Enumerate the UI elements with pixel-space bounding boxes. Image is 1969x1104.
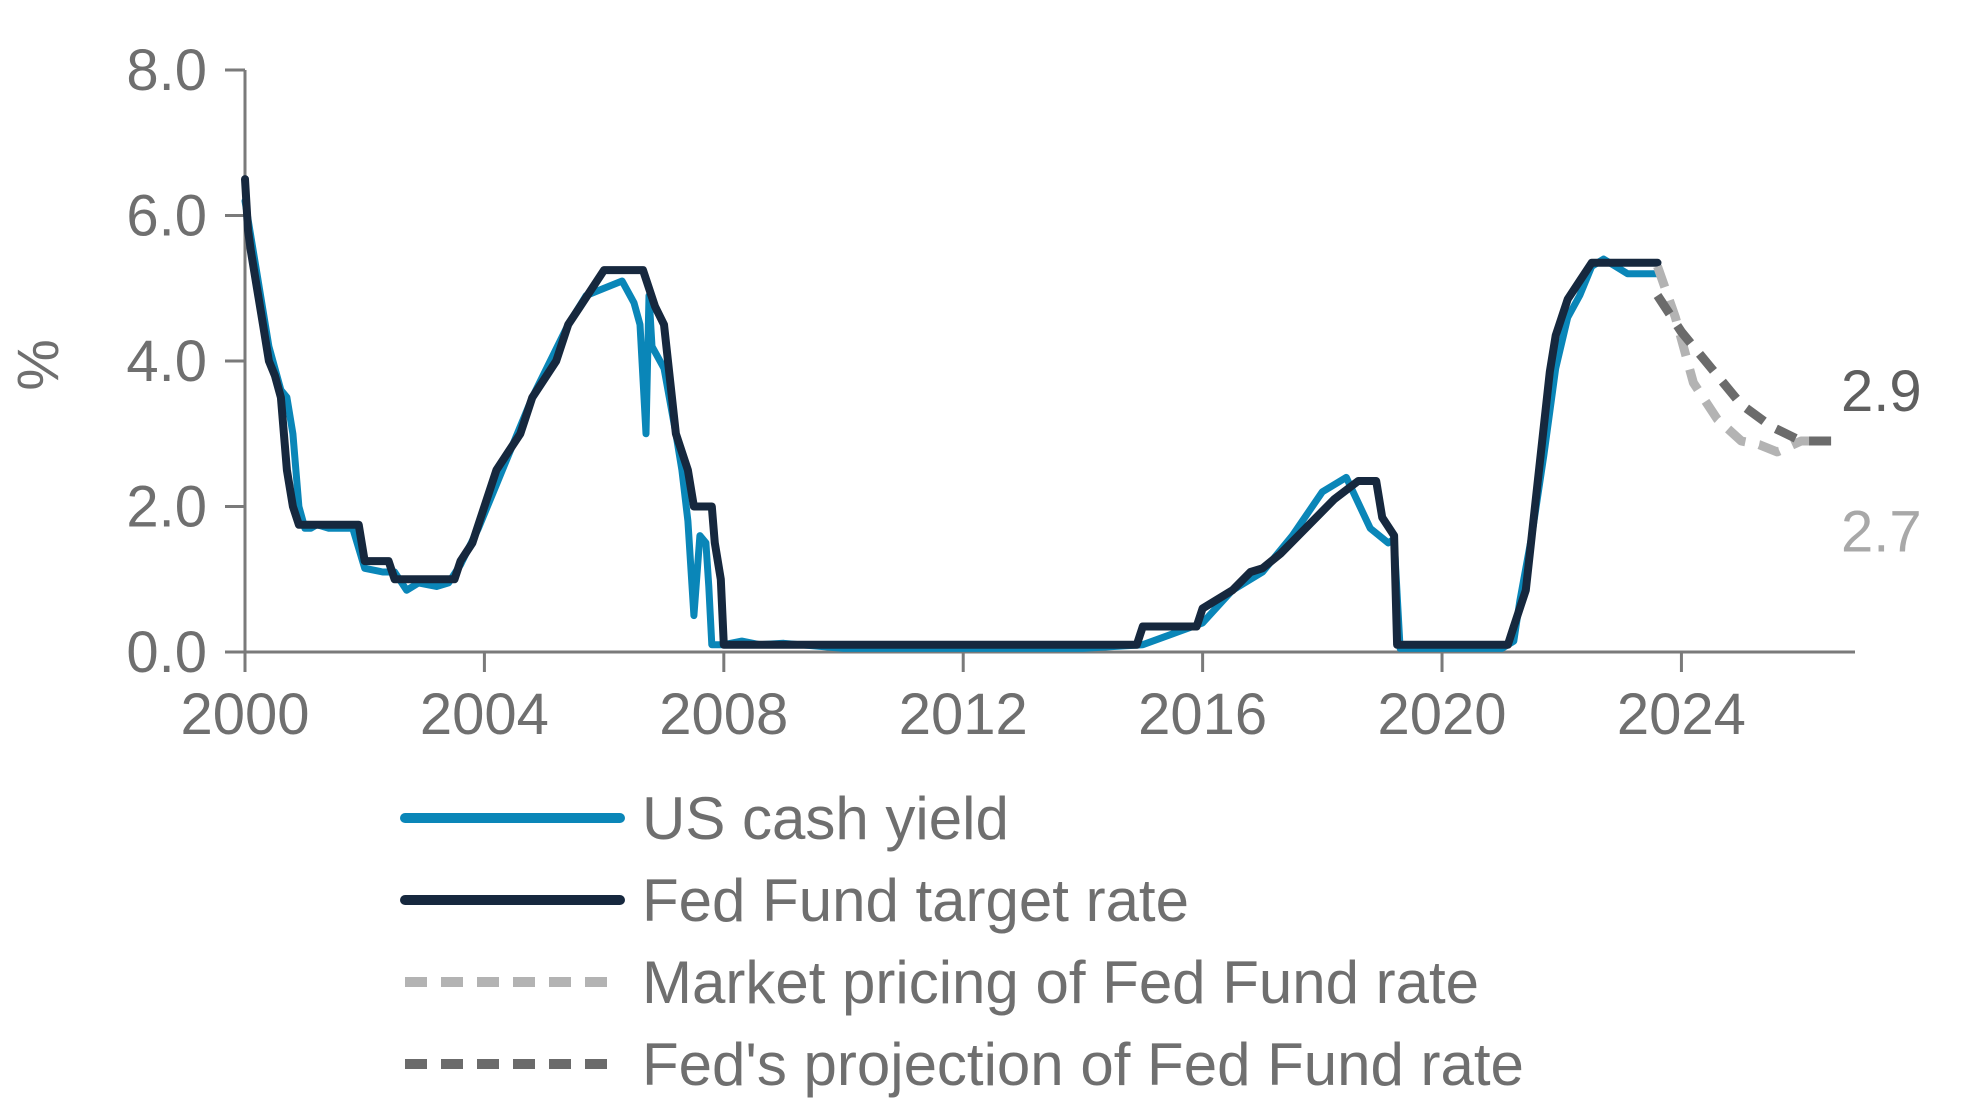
x-tick-label: 2012 <box>899 682 1028 747</box>
series-line-market-pricing-of-fed-fund-rate <box>1653 264 1832 457</box>
x-tick-label: 2020 <box>1378 682 1507 747</box>
series-layer <box>241 175 1832 652</box>
series-line-fed-s-projection-of-fed-fund-rate <box>1653 293 1832 446</box>
end-value-labels: 2.9 2.7 <box>1841 359 1922 565</box>
plot-area: 0.0 2.0 4.0 6.0 8.0 2000 2004 2008 2012 2016 2020… <box>126 38 1921 747</box>
legend-label-us-cash-yield: US cash yield <box>642 785 1009 852</box>
y-tick-label: 0.0 <box>126 620 207 685</box>
legend-label-fed-s-projection-of-fed-fund-rate: Fed's projection of Fed Fund rate <box>642 1031 1524 1098</box>
x-tick-label: 2016 <box>1138 682 1267 747</box>
end-value-label: 2.7 <box>1841 500 1922 565</box>
x-axis-ticks: 2000 2004 2008 2012 2016 2020 2024 <box>180 652 1746 747</box>
x-tick-label: 2004 <box>420 682 549 747</box>
y-axis-title: % <box>6 339 71 391</box>
x-tick-label: 2000 <box>180 682 309 747</box>
y-axis-ticks: 0.0 2.0 4.0 6.0 8.0 <box>126 38 245 685</box>
series-line-fed-fund-target-rate <box>241 175 1662 649</box>
y-tick-label: 2.0 <box>126 475 207 540</box>
end-value-label: 2.9 <box>1841 359 1922 424</box>
y-tick-label: 4.0 <box>126 329 207 394</box>
legend: US cash yield Fed Fund target rate Market … <box>400 785 1524 1098</box>
legend-label-fed-fund-target-rate: Fed Fund target rate <box>642 867 1189 934</box>
x-tick-label: 2024 <box>1617 682 1746 747</box>
y-tick-label: 6.0 <box>126 184 207 249</box>
legend-label-market-pricing-of-fed-fund-rate: Market pricing of Fed Fund rate <box>642 949 1479 1016</box>
x-tick-label: 2008 <box>659 682 788 747</box>
y-tick-label: 8.0 <box>126 38 207 103</box>
